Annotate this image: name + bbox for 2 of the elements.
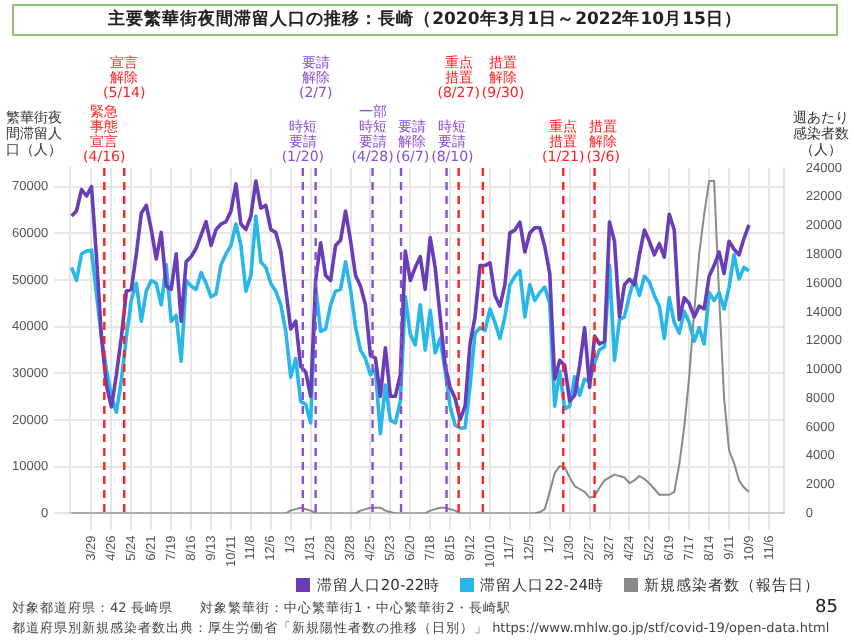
text: 85	[815, 598, 838, 618]
chart-title: 主要繁華街夜間滞留人口の推移：長崎（2020年3月1日～2022年10月15日）	[12, 4, 838, 36]
